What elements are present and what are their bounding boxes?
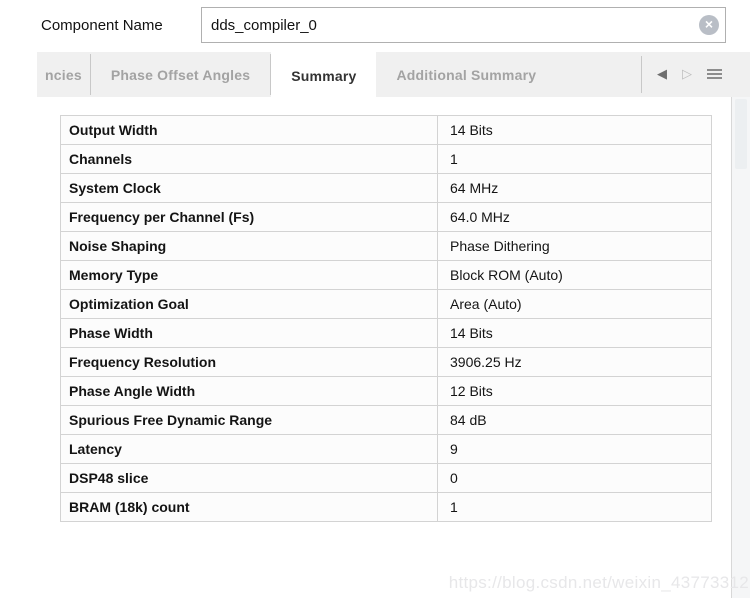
component-name-input[interactable] (201, 7, 726, 43)
vertical-scrollbar[interactable] (731, 97, 750, 598)
scrollbar-thumb[interactable] (735, 99, 747, 169)
table-row: Frequency Resolution 3906.25 Hz (60, 347, 712, 377)
scroll-tabs-right-icon[interactable]: ▷ (682, 67, 692, 82)
table-row: System Clock 64 MHz (60, 173, 712, 203)
property-label: Channels (60, 144, 438, 174)
summary-content: Output Width 14 Bits Channels 1 System C… (37, 97, 750, 598)
table-row: DSP48 slice 0 (60, 463, 712, 493)
property-value: 1 (437, 492, 712, 522)
property-value: 3906.25 Hz (437, 347, 712, 377)
table-row: Phase Angle Width 12 Bits (60, 376, 712, 406)
tab-list-menu-icon[interactable] (707, 69, 722, 80)
table-row: BRAM (18k) count 1 (60, 492, 712, 522)
clear-input-icon[interactable]: × (699, 15, 719, 35)
property-value: 84 dB (437, 405, 712, 435)
property-label: Spurious Free Dynamic Range (60, 405, 438, 435)
tab-bar: ncies Phase Offset Angles Summary Additi… (37, 52, 750, 100)
property-value: 1 (437, 144, 712, 174)
property-value: 14 Bits (437, 318, 712, 348)
property-value: Area (Auto) (437, 289, 712, 319)
property-value: Phase Dithering (437, 231, 712, 261)
property-label: Phase Width (60, 318, 438, 348)
table-row: Memory Type Block ROM (Auto) (60, 260, 712, 290)
ip-summary-panel: ncies Phase Offset Angles Summary Additi… (37, 52, 750, 598)
tab-separator (89, 54, 91, 95)
table-row: Channels 1 (60, 144, 712, 174)
table-row: Phase Width 14 Bits (60, 318, 712, 348)
tab-output-frequencies-truncated[interactable]: ncies (45, 66, 82, 83)
property-value: 64.0 MHz (437, 202, 712, 232)
property-label: Phase Angle Width (60, 376, 438, 406)
table-row: Latency 9 (60, 434, 712, 464)
table-row: Optimization Goal Area (Auto) (60, 289, 712, 319)
tab-controls-separator (641, 56, 642, 93)
property-value: 9 (437, 434, 712, 464)
component-name-field: × (201, 7, 726, 43)
property-value: 12 Bits (437, 376, 712, 406)
component-name-header: Component Name × (0, 0, 750, 52)
property-label: Output Width (60, 115, 438, 145)
tab-separator (270, 54, 272, 95)
property-value: Block ROM (Auto) (437, 260, 712, 290)
tab-scroll-controls: ◀ ▷ (641, 52, 750, 97)
table-row: Frequency per Channel (Fs) 64.0 MHz (60, 202, 712, 232)
property-label: System Clock (60, 173, 438, 203)
table-row: Spurious Free Dynamic Range 84 dB (60, 405, 712, 435)
property-label: Noise Shaping (60, 231, 438, 261)
tab-additional-summary[interactable]: Additional Summary (396, 66, 537, 83)
property-label: Optimization Goal (60, 289, 438, 319)
table-row: Output Width 14 Bits (60, 115, 712, 145)
property-label: DSP48 slice (60, 463, 438, 493)
tab-phase-offset-angles[interactable]: Phase Offset Angles (110, 66, 251, 83)
property-label: Latency (60, 434, 438, 464)
property-value: 14 Bits (437, 115, 712, 145)
property-label: BRAM (18k) count (60, 492, 438, 522)
property-label: Frequency Resolution (60, 347, 438, 377)
summary-table: Output Width 14 Bits Channels 1 System C… (60, 115, 712, 522)
component-name-label: Component Name (41, 17, 163, 34)
property-value: 64 MHz (437, 173, 712, 203)
property-label: Memory Type (60, 260, 438, 290)
property-value: 0 (437, 463, 712, 493)
tab-summary[interactable]: Summary (271, 52, 377, 100)
table-row: Noise Shaping Phase Dithering (60, 231, 712, 261)
scroll-tabs-left-icon[interactable]: ◀ (657, 67, 667, 82)
property-label: Frequency per Channel (Fs) (60, 202, 438, 232)
